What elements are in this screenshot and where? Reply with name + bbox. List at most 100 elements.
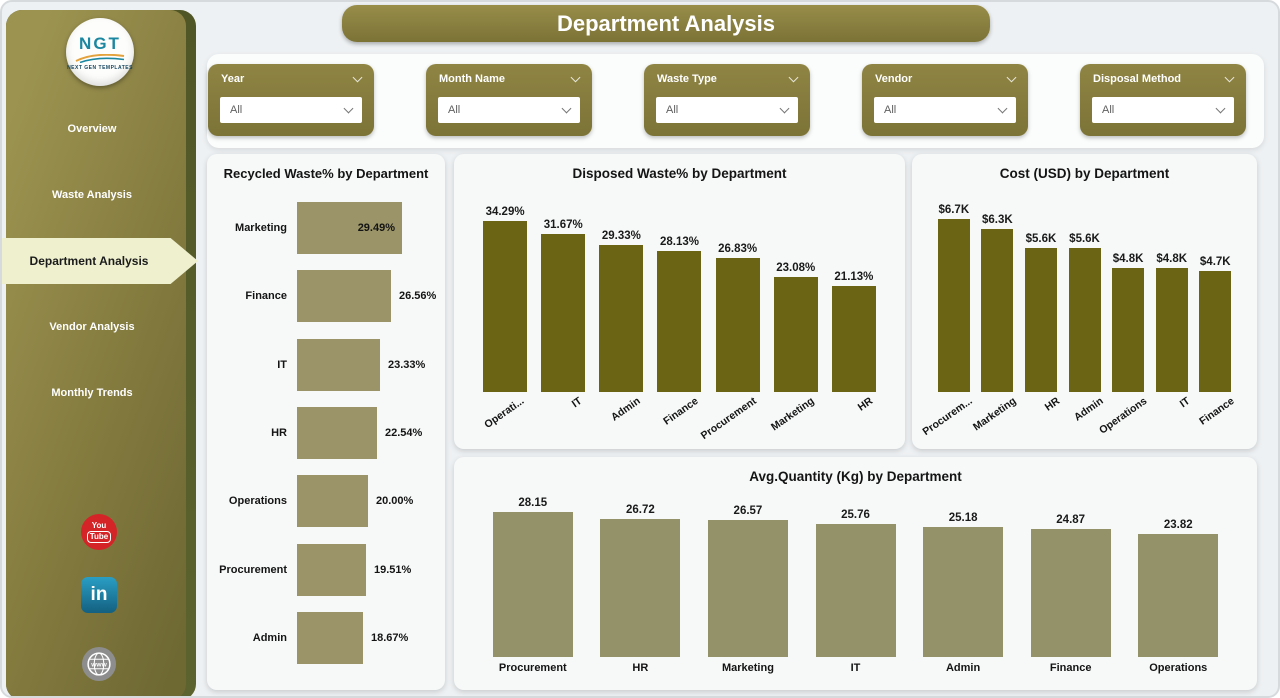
- axis-tick-label: Marketing: [721, 662, 774, 674]
- bar-slot-hr: 26.72: [587, 504, 695, 657]
- bar[interactable]: [1155, 268, 1188, 392]
- filter-dropdown[interactable]: All: [874, 97, 1016, 123]
- bar[interactable]: [297, 406, 377, 459]
- sidebar-item-waste-analysis[interactable]: Waste Analysis: [2, 172, 182, 218]
- bar[interactable]: [492, 512, 573, 657]
- axis-tick: HR: [825, 392, 883, 441]
- sidebar-item-monthly-trends[interactable]: Monthly Trends: [2, 370, 182, 416]
- bar-value-label: 28.15: [518, 497, 548, 509]
- recycled-plot-area: Marketing 29.49% Finance 26.56% IT 23.33% HR 22…: [215, 202, 441, 664]
- bar[interactable]: [541, 234, 586, 392]
- logo-text: NGT: [79, 33, 121, 53]
- sidebar-item-vendor-analysis[interactable]: Vendor Analysis: [2, 304, 182, 350]
- bar-value-label: 28.13%: [659, 236, 699, 248]
- page-title-banner: Department Analysis: [342, 5, 990, 42]
- axis-tick: Marketing: [971, 392, 1020, 441]
- axis-tick: HR: [587, 657, 695, 684]
- page-title: Department Analysis: [556, 10, 776, 36]
- bar[interactable]: [1112, 268, 1145, 392]
- filter-label: Year: [221, 73, 245, 85]
- chart-card-disposed-waste: Disposed Waste% by Department 34.29% 31.6…: [454, 154, 905, 449]
- bar-value-label: $5.6K: [1025, 233, 1057, 245]
- bar[interactable]: [599, 245, 644, 392]
- bar-value-label: 23.08%: [776, 262, 816, 274]
- bar[interactable]: [297, 338, 380, 391]
- chevron-down-icon[interactable]: [352, 72, 363, 83]
- bar[interactable]: [1030, 529, 1111, 657]
- filter-dropdown[interactable]: All: [656, 97, 798, 123]
- filter-header: Vendor: [862, 64, 1028, 85]
- axis-tick: Admin: [592, 392, 650, 441]
- disposed-plot-area: 34.29% 31.67% 29.33% 28.13% 26.83% 23.08% 21.1…: [476, 192, 883, 392]
- linkedin-icon[interactable]: in: [81, 577, 117, 613]
- bar-row-procurement: Procurement 19.51%: [215, 543, 441, 596]
- category-label: Admin: [252, 631, 287, 644]
- bar-value-label: 26.83%: [718, 243, 758, 255]
- filter-disposal-method: Disposal Method All: [1080, 64, 1246, 136]
- axis-tick: Operati...: [476, 392, 534, 441]
- bar[interactable]: [483, 221, 528, 392]
- bar[interactable]: [297, 270, 391, 323]
- bar[interactable]: [297, 475, 368, 528]
- axis-tick-label: Marketing: [769, 395, 817, 434]
- chevron-down-icon[interactable]: [570, 72, 581, 83]
- bar-value-label: 22.54%: [385, 426, 423, 439]
- axis-tick: Admin: [1063, 392, 1107, 441]
- bar[interactable]: [1024, 248, 1057, 392]
- sidebar-item-overview[interactable]: Overview: [2, 106, 182, 152]
- bar[interactable]: [923, 527, 1004, 657]
- axis-tick: Operations: [1097, 392, 1150, 441]
- bar-value-label: $5.6K: [1069, 233, 1100, 245]
- chart-card-recycled-waste: Recycled Waste% by Department Marketing 2…: [207, 154, 445, 690]
- bar[interactable]: [600, 519, 681, 657]
- chevron-down-icon[interactable]: [788, 72, 799, 83]
- ngt-logo[interactable]: NGT NEXT GEN TEMPLATES: [66, 18, 134, 86]
- bar[interactable]: [937, 219, 970, 392]
- filter-dropdown[interactable]: All: [220, 97, 362, 123]
- chevron-down-icon[interactable]: [1006, 72, 1017, 83]
- bar-value-label: 23.33%: [388, 358, 426, 371]
- bar[interactable]: [773, 277, 818, 392]
- bar-value-label: 26.72: [625, 504, 655, 516]
- bar-slot-marketing: $6.3K: [976, 214, 1020, 392]
- chevron-down-icon[interactable]: [1224, 72, 1235, 83]
- sidebar-item-department-analysis[interactable]: Department Analysis: [2, 238, 198, 284]
- bar[interactable]: [1138, 534, 1219, 657]
- youtube-icon[interactable]: You Tube: [81, 514, 117, 550]
- logo-swoosh-icon: [75, 53, 125, 63]
- filter-dropdown[interactable]: All: [1092, 97, 1234, 123]
- bar[interactable]: [1068, 248, 1101, 392]
- bar-value-label: 31.67%: [543, 219, 583, 231]
- bar[interactable]: [297, 611, 363, 664]
- website-globe-icon[interactable]: www: [81, 646, 117, 682]
- bar[interactable]: [831, 286, 876, 392]
- axis-tick: Procurem...: [920, 392, 976, 441]
- bar-slot-marketing: 26.57: [694, 505, 802, 657]
- chart-title: Avg.Quantity (Kg) by Department: [749, 469, 962, 484]
- bar-value-label: 24.87: [1056, 514, 1086, 526]
- bar[interactable]: [297, 543, 366, 596]
- bar-value-label: 25.18: [948, 512, 978, 524]
- bar[interactable]: [981, 229, 1014, 392]
- bar-slot-hr: 21.13%: [825, 271, 883, 392]
- filter-header: Disposal Method: [1080, 64, 1246, 85]
- bar[interactable]: 29.49%: [297, 202, 402, 254]
- avg-quantity-plot-area: 28.15 26.72 26.57 25.76 25.18 24.87 23.82: [479, 487, 1232, 657]
- filter-dropdown[interactable]: All: [438, 97, 580, 123]
- bar[interactable]: [715, 258, 760, 392]
- axis-tick-label: Finance: [660, 395, 701, 428]
- bar-row-it: IT 23.33%: [215, 338, 441, 391]
- chevron-down-icon: [1215, 103, 1226, 114]
- bar[interactable]: [815, 524, 896, 657]
- bar[interactable]: [657, 251, 702, 392]
- bar-value-label: 19.51%: [374, 563, 412, 576]
- axis-tick-label: Operati...: [481, 395, 526, 431]
- bar-slot-finance: 28.13%: [650, 236, 708, 392]
- bar-slot-procurement: 28.15: [479, 497, 587, 657]
- youtube-text-tube: Tube: [86, 530, 112, 543]
- bar[interactable]: [707, 520, 788, 657]
- axis-tick-label: IT: [1178, 395, 1193, 411]
- bar-slot-it: 31.67%: [534, 219, 592, 392]
- bar[interactable]: [1199, 271, 1232, 392]
